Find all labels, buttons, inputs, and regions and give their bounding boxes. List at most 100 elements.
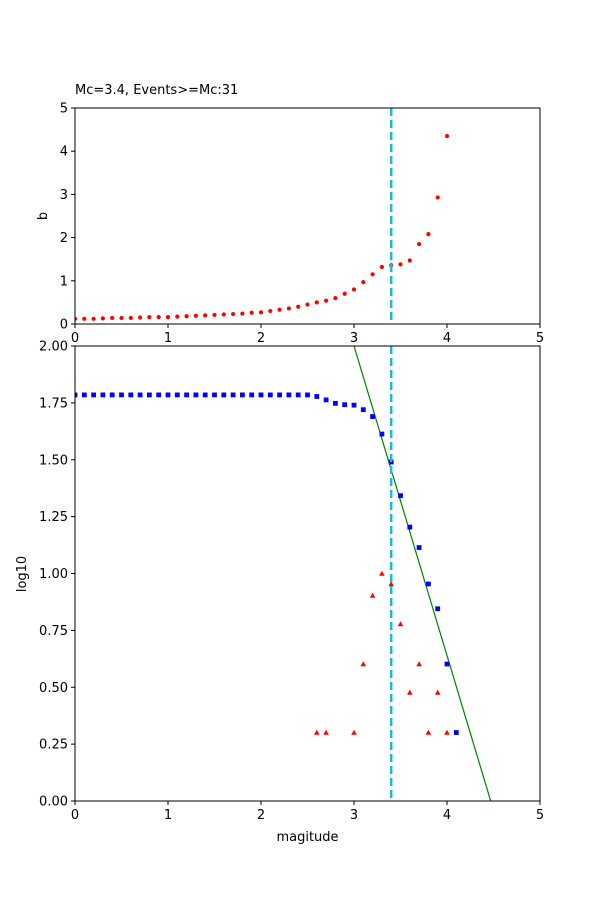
data-point [110, 315, 115, 321]
data-point [342, 291, 347, 296]
data-point [361, 279, 366, 285]
data-point [193, 313, 198, 318]
data-point [156, 314, 161, 320]
data-point [175, 314, 180, 319]
data-point [258, 392, 264, 398]
data-point [231, 311, 236, 317]
data-point [268, 308, 273, 314]
data-point [305, 392, 310, 398]
y-tick-label: 0 [60, 318, 68, 333]
data-point [119, 315, 124, 321]
data-point [91, 392, 96, 398]
data-point [202, 392, 208, 398]
y-tick-label: 4 [60, 145, 68, 160]
data-point [184, 392, 189, 398]
data-point [360, 407, 366, 413]
data-point [379, 431, 385, 437]
data-point [267, 392, 273, 398]
data-point [286, 306, 291, 311]
x-tick-label: 2 [257, 331, 265, 346]
y-tick-label: 1 [60, 274, 68, 289]
y-tick-label: 0.25 [39, 738, 68, 753]
data-point [258, 310, 264, 315]
data-point [230, 392, 236, 398]
data-point [397, 621, 404, 627]
data-point [323, 397, 329, 403]
data-point [416, 661, 422, 667]
x-tick-label: 1 [164, 331, 172, 346]
x-tick-label: 3 [350, 808, 358, 823]
data-point [426, 232, 431, 237]
data-point [314, 729, 320, 735]
data-point [388, 459, 394, 465]
data-point [351, 402, 357, 408]
x-tick-label: 0 [71, 808, 79, 823]
x-tick-label: 4 [443, 331, 451, 346]
data-point [109, 392, 115, 398]
data-point [156, 392, 162, 398]
plot-area [75, 108, 450, 324]
data-point [295, 392, 301, 398]
data-point [128, 315, 133, 321]
data-point [407, 258, 412, 263]
x-tick-label: 5 [536, 808, 544, 823]
plot-area [75, 346, 492, 801]
data-point [147, 314, 152, 320]
data-point [379, 570, 385, 576]
data-point [351, 729, 357, 735]
data-point [314, 300, 319, 305]
y-axis-label-log10: log10 [15, 556, 30, 592]
data-point [360, 661, 367, 667]
y-tick-label: 2.00 [39, 340, 68, 355]
data-point [75, 316, 78, 321]
y-tick-label: 1.50 [39, 453, 68, 468]
data-point [444, 661, 450, 667]
data-point [398, 262, 403, 267]
data-point [434, 689, 441, 695]
data-point [444, 729, 450, 735]
data-point [277, 392, 282, 398]
data-point [435, 606, 441, 612]
data-point [75, 392, 78, 398]
data-point [314, 394, 320, 399]
data-point [388, 581, 394, 587]
y-tick-label: 0.50 [39, 681, 68, 696]
data-point [369, 592, 376, 598]
data-point [91, 316, 96, 321]
data-point [174, 392, 180, 398]
data-point [425, 729, 432, 735]
x-tick-label: 4 [443, 808, 451, 823]
b-value-plot: 0 1 2 3 4 5 0 1 2 3 4 5 [60, 102, 544, 347]
x-tick-label: 0 [71, 331, 79, 346]
data-point [323, 729, 329, 735]
y-tick-label: 2 [60, 231, 68, 246]
data-point [138, 315, 143, 320]
data-point [165, 314, 171, 320]
data-point [137, 392, 143, 398]
data-point [453, 730, 459, 735]
y-axis-label-b: b [36, 212, 51, 220]
data-point [240, 392, 245, 398]
data-point [370, 272, 375, 277]
data-point [128, 392, 134, 398]
data-point [81, 392, 87, 398]
y-tick-label: 5 [60, 102, 68, 117]
data-point [324, 298, 329, 303]
y-tick-label: 0.00 [39, 795, 68, 810]
data-point [435, 195, 440, 200]
data-point [296, 304, 301, 309]
x-tick-label: 2 [257, 808, 265, 823]
data-point [119, 392, 124, 398]
data-point [82, 316, 87, 321]
data-point [444, 133, 450, 139]
data-point [221, 312, 226, 317]
data-point [407, 689, 413, 695]
log10-plot: 0 1 2 3 4 5 0.00 0.25 0.50 0.75 1.00 1.25 1.50 1.75 2.… [39, 340, 544, 824]
y-tick-label: 0.75 [39, 624, 68, 639]
data-point [277, 307, 282, 312]
y-tick-label: 1.75 [39, 396, 68, 411]
x-tick-label: 3 [350, 331, 358, 346]
data-point [351, 287, 357, 292]
data-point [240, 311, 245, 316]
data-point [203, 313, 208, 318]
